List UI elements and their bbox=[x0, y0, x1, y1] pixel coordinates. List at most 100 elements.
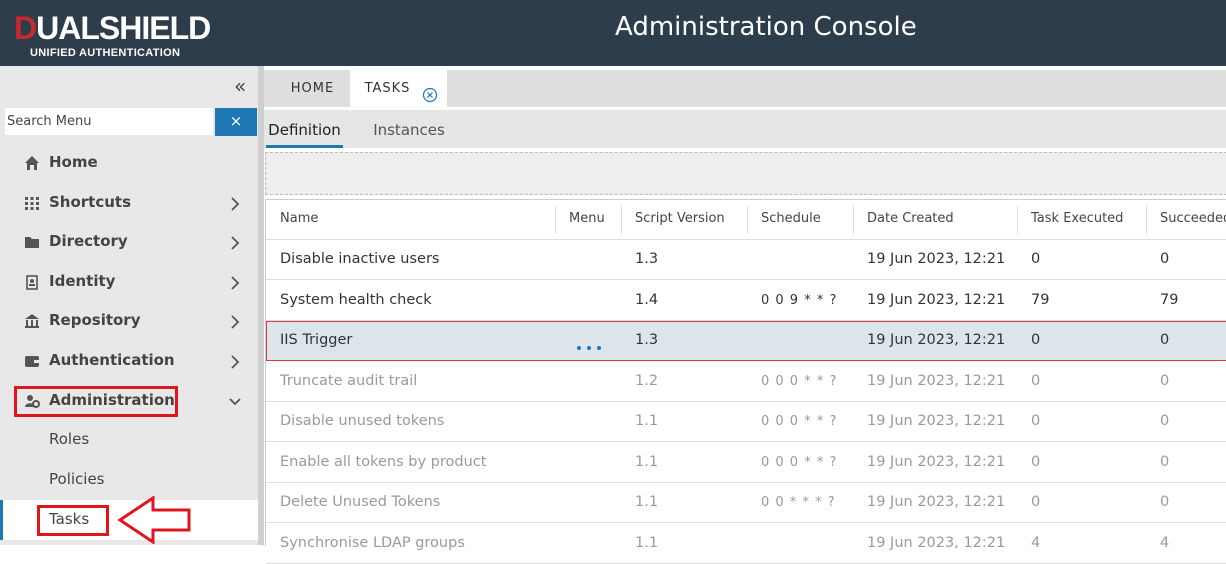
column-separator bbox=[1146, 206, 1147, 234]
cell-name: Synchronise LDAP groups bbox=[280, 534, 465, 551]
cell-version: 1.3 bbox=[635, 251, 659, 267]
cell-date: 19 Jun 2023, 12:21:... bbox=[867, 291, 1005, 308]
submenu-label: Policies bbox=[49, 470, 105, 488]
cell-schedule: 0 0 * * * ? bbox=[761, 495, 836, 510]
tab[interactable]: TASKS bbox=[350, 70, 447, 107]
cell-executed: 4 bbox=[1031, 534, 1041, 551]
submenu-item[interactable]: Tasks bbox=[0, 495, 258, 545]
column-header[interactable]: Script Version bbox=[635, 211, 725, 226]
tab[interactable]: HOME bbox=[275, 70, 350, 107]
cell-executed: 0 bbox=[1031, 494, 1041, 510]
column-header[interactable]: Schedule bbox=[761, 211, 821, 226]
menu-label: Administration bbox=[49, 391, 175, 409]
highlight-box bbox=[37, 505, 109, 536]
search-placeholder: Search Menu bbox=[7, 114, 92, 129]
cell-date: 19 Jun 2023, 12:21:... bbox=[867, 453, 1005, 470]
cell-version: 1.1 bbox=[635, 453, 659, 470]
chevron-svg bbox=[231, 276, 240, 290]
column-header[interactable]: Succeeded bbox=[1160, 211, 1226, 226]
menu-icon bbox=[24, 353, 41, 373]
cell-name: Enable all tokens by product bbox=[280, 453, 487, 470]
menu-icon bbox=[24, 155, 41, 175]
submenu-label: Roles bbox=[49, 430, 90, 448]
chevron bbox=[229, 354, 241, 373]
table-row[interactable] bbox=[266, 362, 1226, 402]
close-icon bbox=[422, 87, 438, 103]
subtab[interactable]: Definition bbox=[266, 110, 343, 148]
cell-executed: 0 bbox=[1031, 332, 1041, 348]
chevron-svg bbox=[231, 236, 240, 250]
chevron bbox=[229, 275, 241, 294]
subtab[interactable]: Instances bbox=[373, 121, 445, 139]
tab-close[interactable] bbox=[422, 81, 438, 103]
menu-item[interactable]: Identity bbox=[0, 263, 258, 301]
cell-succeeded: 4 bbox=[1160, 534, 1170, 551]
search-clear-button[interactable]: × bbox=[215, 108, 257, 136]
column-separator bbox=[1017, 206, 1018, 234]
row-menu-button[interactable] bbox=[576, 337, 602, 356]
table-row[interactable] bbox=[266, 321, 1226, 361]
cell-name: Disable inactive users bbox=[280, 251, 440, 267]
menu-item[interactable]: Administration bbox=[0, 382, 258, 420]
cell-version: 1.1 bbox=[635, 494, 659, 510]
chevron-svg bbox=[229, 398, 241, 406]
table-row[interactable] bbox=[266, 240, 1226, 280]
chevron-svg bbox=[231, 197, 240, 211]
table-row[interactable] bbox=[266, 443, 1226, 483]
sidebar-resizer[interactable] bbox=[258, 66, 264, 545]
collapse-button[interactable]: « bbox=[234, 74, 247, 98]
cell-succeeded: 0 bbox=[1160, 372, 1170, 389]
cell-name: Disable unused tokens bbox=[280, 413, 445, 429]
highlight-box bbox=[14, 386, 178, 417]
menu-label: Shortcuts bbox=[49, 193, 132, 211]
column-header[interactable]: Name bbox=[280, 211, 319, 226]
submenu-item[interactable]: Roles bbox=[0, 421, 258, 459]
menu-item[interactable]: Shortcuts bbox=[0, 184, 258, 222]
cell-succeeded: 0 bbox=[1160, 453, 1170, 470]
table-row[interactable] bbox=[266, 483, 1226, 523]
menu-icon bbox=[24, 274, 41, 294]
menu-icon-svg bbox=[25, 314, 39, 328]
column-header[interactable]: Menu bbox=[569, 211, 605, 226]
cell-succeeded: 79 bbox=[1160, 291, 1179, 308]
tab-label: HOME bbox=[290, 81, 335, 96]
cell-date: 19 Jun 2023, 12:21:... bbox=[867, 251, 1005, 267]
table-row[interactable] bbox=[266, 402, 1226, 442]
menu-label: Directory bbox=[49, 232, 128, 250]
menu-icon-svg bbox=[25, 356, 39, 367]
menu-item[interactable]: Directory bbox=[0, 223, 258, 261]
cell-succeeded: 0 bbox=[1160, 251, 1170, 267]
menu-item[interactable]: Repository bbox=[0, 302, 258, 340]
column-separator bbox=[747, 206, 748, 234]
cell-schedule: 0 0 0 * * ? bbox=[761, 373, 838, 389]
menu-item[interactable]: Authentication bbox=[0, 342, 258, 380]
tasks-table bbox=[265, 199, 1226, 546]
page-title: Administration Console bbox=[615, 12, 917, 42]
column-header[interactable]: Date Created bbox=[867, 211, 954, 226]
cell-succeeded: 0 bbox=[1160, 413, 1170, 429]
dots-icon bbox=[577, 346, 601, 350]
cell-name: Delete Unused Tokens bbox=[280, 494, 441, 510]
menu-label: Repository bbox=[49, 311, 141, 329]
menu-label: Identity bbox=[49, 272, 116, 290]
cell-date: 19 Jun 2023, 12:21:... bbox=[867, 372, 1005, 389]
brand-logo[interactable]: DUALSHIELD bbox=[14, 10, 211, 46]
search-input[interactable]: Search Menu bbox=[5, 108, 213, 135]
cell-schedule: 0 0 0 * * ? bbox=[761, 414, 838, 429]
table-row[interactable] bbox=[266, 281, 1226, 321]
cell-succeeded: 0 bbox=[1160, 332, 1170, 348]
submenu-label: Tasks bbox=[49, 510, 90, 528]
column-separator bbox=[621, 206, 622, 234]
cell-succeeded: 0 bbox=[1160, 494, 1170, 510]
chevron bbox=[229, 196, 241, 215]
cell-executed: 0 bbox=[1031, 372, 1041, 389]
column-header[interactable]: Task Executed bbox=[1031, 211, 1124, 226]
chevron-svg bbox=[231, 315, 240, 329]
cell-name: Truncate audit trail bbox=[280, 372, 418, 389]
submenu-item[interactable]: Policies bbox=[0, 461, 258, 499]
chevron bbox=[229, 235, 241, 254]
tab-label: TASKS bbox=[364, 81, 411, 96]
menu-icon-svg bbox=[26, 275, 38, 290]
menu-item[interactable]: Home bbox=[0, 144, 258, 182]
